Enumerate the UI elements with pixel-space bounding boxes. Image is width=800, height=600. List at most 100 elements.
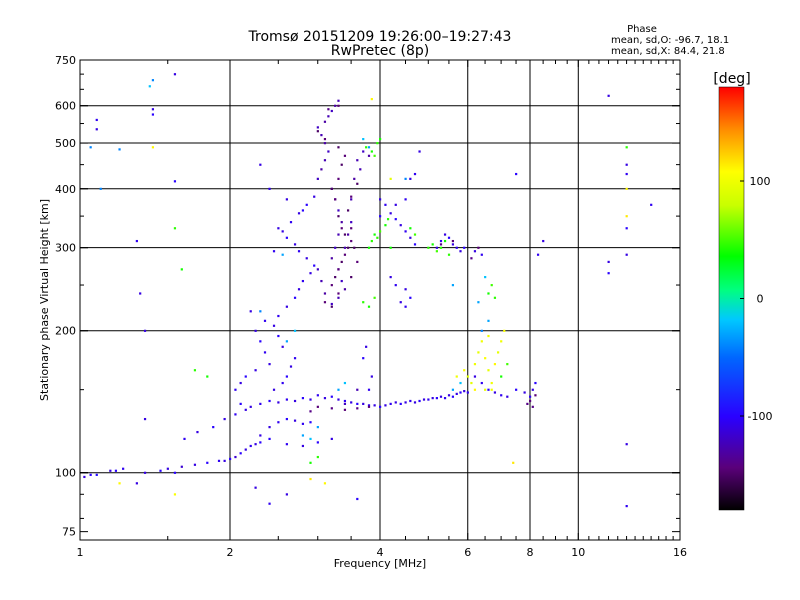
- data-point: [277, 227, 280, 230]
- data-point: [394, 284, 397, 287]
- data-point: [356, 260, 359, 264]
- y-axis: 75 100 200 300 400 500 600 750: [55, 54, 680, 539]
- data-point: [473, 388, 477, 391]
- data-point: [473, 363, 477, 366]
- data-point: [323, 482, 327, 485]
- y-tick-label: 100: [55, 467, 76, 480]
- data-point: [409, 177, 412, 180]
- data-point: [272, 324, 276, 327]
- data-point: [330, 187, 333, 190]
- data-point: [431, 397, 434, 400]
- data-point: [399, 402, 402, 405]
- data-point: [404, 177, 407, 180]
- data-point: [249, 444, 252, 448]
- data-point: [89, 146, 92, 149]
- data-point: [455, 246, 458, 249]
- data-point: [362, 357, 365, 360]
- data-point: [323, 120, 327, 123]
- data-point: [249, 405, 252, 408]
- x-tick-label: 2: [227, 546, 234, 559]
- data-point: [484, 357, 487, 360]
- data-point: [625, 443, 628, 446]
- data-point: [309, 272, 312, 275]
- data-point: [316, 268, 319, 271]
- data-point: [234, 388, 237, 391]
- data-point: [389, 402, 392, 405]
- data-point: [404, 198, 407, 201]
- data-point: [323, 159, 327, 162]
- data-point: [244, 375, 247, 378]
- data-point: [477, 351, 480, 354]
- data-point: [95, 118, 98, 122]
- data-point: [217, 459, 221, 462]
- data-point: [285, 375, 288, 378]
- data-point: [389, 275, 392, 279]
- data-point: [409, 399, 412, 403]
- data-point: [370, 97, 373, 101]
- data-point: [490, 388, 493, 391]
- data-point: [166, 467, 169, 470]
- data-point: [607, 94, 610, 97]
- data-point: [285, 398, 288, 401]
- data-point: [365, 345, 368, 348]
- data-point: [466, 391, 469, 394]
- data-point: [487, 319, 490, 322]
- data-point: [239, 402, 242, 405]
- data-point: [330, 302, 333, 306]
- data-point: [350, 227, 353, 230]
- data-point: [337, 146, 340, 149]
- data-point: [259, 402, 262, 405]
- x-tick-label: 8: [527, 546, 534, 559]
- data-point: [536, 253, 540, 256]
- data-point: [443, 397, 447, 400]
- x-tick-label: 16: [673, 546, 687, 559]
- data-point: [254, 486, 257, 489]
- data-point: [500, 340, 503, 343]
- data-point: [114, 469, 118, 472]
- data-point: [463, 369, 466, 372]
- data-point: [180, 268, 183, 271]
- data-point: [356, 388, 359, 391]
- data-point: [373, 233, 376, 236]
- data-point: [206, 375, 209, 378]
- data-point: [268, 437, 271, 441]
- data-point: [268, 363, 271, 366]
- data-point: [487, 292, 490, 295]
- data-point: [316, 177, 319, 180]
- data-point: [515, 172, 518, 176]
- data-point: [534, 394, 537, 397]
- data-point: [143, 417, 147, 421]
- data-point: [337, 296, 340, 299]
- colorbar-tick-label: -100: [748, 410, 773, 423]
- data-point: [526, 402, 529, 405]
- data-point: [473, 250, 477, 253]
- data-point: [206, 461, 209, 464]
- data-point: [337, 398, 340, 401]
- data-point: [404, 305, 407, 308]
- data-point: [459, 391, 462, 394]
- data-point: [234, 455, 237, 459]
- data-point: [455, 392, 458, 395]
- data-point: [470, 381, 473, 385]
- colorbar-label: [deg]: [713, 71, 750, 87]
- data-point: [337, 388, 340, 391]
- x-tick-label: 6: [464, 546, 471, 559]
- data-point: [373, 296, 376, 299]
- data-point: [413, 233, 417, 236]
- data-point: [451, 243, 455, 246]
- data-point: [337, 268, 340, 271]
- data-point: [293, 243, 297, 246]
- data-point: [99, 187, 102, 190]
- data-point: [490, 284, 493, 287]
- data-point: [330, 305, 333, 308]
- x-axis: 1 2 4 6 8 10 16: [77, 60, 687, 559]
- data-point: [435, 246, 438, 249]
- data-point: [439, 246, 443, 249]
- data-point: [293, 419, 297, 422]
- data-point: [384, 224, 387, 227]
- data-point: [323, 292, 327, 295]
- data-point: [272, 250, 276, 253]
- y-tick-label: 600: [55, 100, 76, 113]
- data-point: [316, 405, 319, 408]
